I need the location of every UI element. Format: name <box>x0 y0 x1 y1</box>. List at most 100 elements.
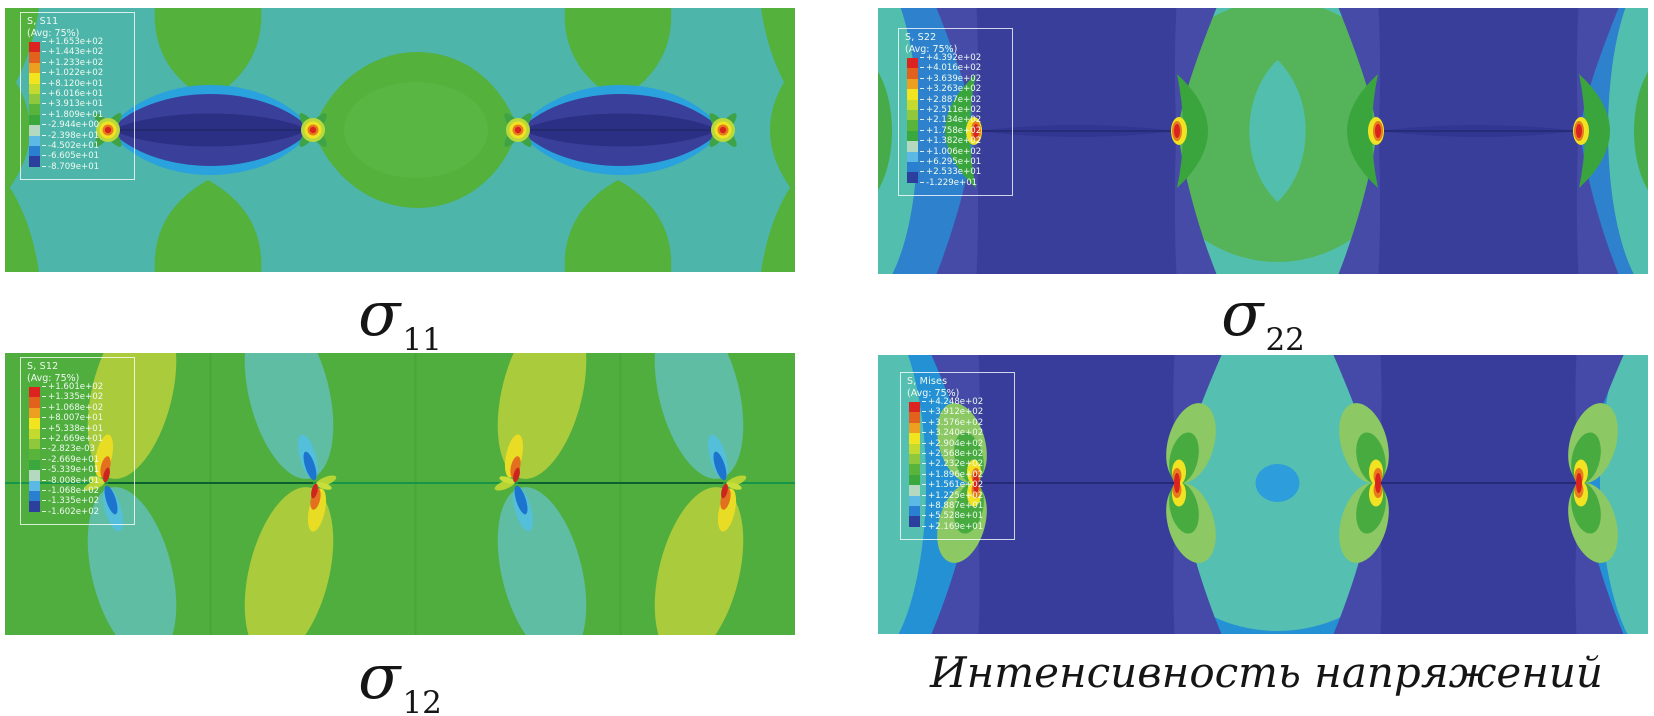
legend-value: +4.392e+02 <box>920 53 981 63</box>
legend-color-chip <box>907 162 918 173</box>
legend-color-chip <box>909 464 920 475</box>
legend-value: +1.022e+02 <box>42 68 103 78</box>
contour-panel-s11: S, S11 (Avg: 75%) +1.653e+02 +1.443e+02 +1… <box>5 8 795 272</box>
legend-title: S, Mises <box>907 376 948 387</box>
legend-value: +4.248e+02 <box>922 397 983 407</box>
legend-value: +2.533e+01 <box>920 167 981 177</box>
legend-color-chip <box>907 78 918 90</box>
legend-color-chip <box>909 474 920 486</box>
legend-color-chip <box>909 454 920 465</box>
legend-subtitle: (Avg: 75%) <box>27 28 80 39</box>
s11-contour-field <box>5 8 795 272</box>
legend-value: +2.232e+02 <box>922 459 983 469</box>
legend-value: +3.913e+01 <box>42 99 103 109</box>
legend-subtitle: (Avg: 75%) <box>27 373 80 384</box>
legend-value: -2.944e+00 <box>42 120 99 130</box>
legend-value: +1.335e+02 <box>42 392 103 402</box>
legend-subtitle: (Avg: 75%) <box>907 388 960 399</box>
legend-color-chip <box>907 120 918 131</box>
legend-value: -2.669e+01 <box>42 455 99 465</box>
legend-value: +1.561e+02 <box>922 480 983 490</box>
legend-color-chip <box>909 506 920 517</box>
legend-color-chip <box>29 449 40 460</box>
legend-value: +5.338e+01 <box>42 424 103 434</box>
mises-center-blue-dot <box>1255 464 1300 502</box>
legend-title: S, S12 <box>27 361 59 372</box>
legend-value: +6.295e+01 <box>920 157 981 167</box>
legend-color-chip <box>29 387 40 398</box>
legend-title: S, S11 <box>27 16 59 27</box>
legend-value: +2.568e+02 <box>922 449 983 459</box>
legend-value: +1.068e+02 <box>42 403 103 413</box>
legend-value: -4.502e+01 <box>42 141 99 151</box>
legend-value: +3.639e+02 <box>920 74 981 84</box>
legend-value: -1.068e+02 <box>42 486 99 496</box>
legend-value: -6.605e+01 <box>42 151 99 161</box>
legend-color-chip <box>909 402 920 413</box>
legend-value: +1.896e+02 <box>922 470 983 480</box>
legend-color-chip <box>29 459 40 471</box>
legend-value: +3.576e+02 <box>922 418 983 428</box>
legend-value: +2.134e+02 <box>920 115 981 125</box>
legend-value: +5.528e+01 <box>922 511 983 521</box>
legend-value: +2.669e+01 <box>42 434 103 444</box>
legend-value: +3.240e+02 <box>922 428 983 438</box>
legend-color-chip <box>29 62 40 74</box>
legend-value: +1.809e+01 <box>42 110 103 120</box>
legend-color-chip <box>29 52 40 63</box>
legend-value: +1.382e+02 <box>920 136 981 146</box>
sigma-symbol: σ <box>358 640 401 713</box>
legend-value: +2.904e+02 <box>922 439 983 449</box>
legend-color-chip <box>909 412 920 423</box>
sigma-subscript: 12 <box>402 685 442 716</box>
legend-title: S, S22 <box>905 32 937 43</box>
legend-value: -2.398e+01 <box>42 131 99 141</box>
legend-color-chip <box>29 135 40 146</box>
s11-center-light-green <box>344 82 488 178</box>
legend-color-chip <box>29 428 40 439</box>
legend-color-chip <box>29 439 40 450</box>
legend-color-chip <box>909 422 920 434</box>
mises-contour-field <box>878 355 1648 634</box>
legend-color-chip <box>29 114 40 126</box>
legend-value: +2.887e+02 <box>920 95 981 105</box>
caption-s22: σ22 <box>1113 283 1413 356</box>
legend-value: -5.339e+01 <box>42 465 99 475</box>
legend-color-chip <box>909 516 920 527</box>
legend-value: -1.229e+01 <box>920 178 977 188</box>
legend-color-chip <box>29 125 40 136</box>
legend-mises: S, Mises (Avg: 75%) +4.248e+02 +3.912e+02… <box>900 372 1015 540</box>
sigma-symbol: σ <box>1221 277 1264 350</box>
s22-navy-pillar-right <box>1338 8 1619 274</box>
legend-color-chip <box>29 397 40 408</box>
caption-s12: σ12 <box>250 646 550 716</box>
legend-value: +1.225e+02 <box>922 491 983 501</box>
legend-value: -2.823e-03 <box>42 444 95 454</box>
s12-quadrant-seams <box>209 353 622 635</box>
legend-color-chip <box>907 151 918 162</box>
legend-value: +1.443e+02 <box>42 47 103 57</box>
legend-color-chip <box>909 495 920 506</box>
legend-color-chip <box>29 73 40 84</box>
legend-value: +1.233e+02 <box>42 58 103 68</box>
legend-color-chip <box>29 83 40 94</box>
s22-central-almond <box>1249 60 1306 202</box>
legend-color-chip <box>29 94 40 105</box>
legend-color-chip <box>29 491 40 502</box>
sigma-subscript: 11 <box>402 322 442 358</box>
legend-value: +1.758e+02 <box>920 126 981 136</box>
legend-color-chip <box>29 418 40 429</box>
s11-crack-lens-right <box>518 85 723 175</box>
legend-value: +3.912e+02 <box>922 407 983 417</box>
legend-color-chip <box>909 485 920 496</box>
legend-value: +1.006e+02 <box>920 147 981 157</box>
legend-value: -1.602e+02 <box>42 507 99 517</box>
legend-color-chip <box>907 141 918 152</box>
legend-value: -8.709e+01 <box>42 162 99 172</box>
legend-color-chip <box>907 99 918 110</box>
legend-color-chip <box>907 58 918 69</box>
mises-navy-pillar-right <box>1333 355 1624 634</box>
legend-color-chip <box>907 130 918 142</box>
legend-value: +4.016e+02 <box>920 63 981 73</box>
